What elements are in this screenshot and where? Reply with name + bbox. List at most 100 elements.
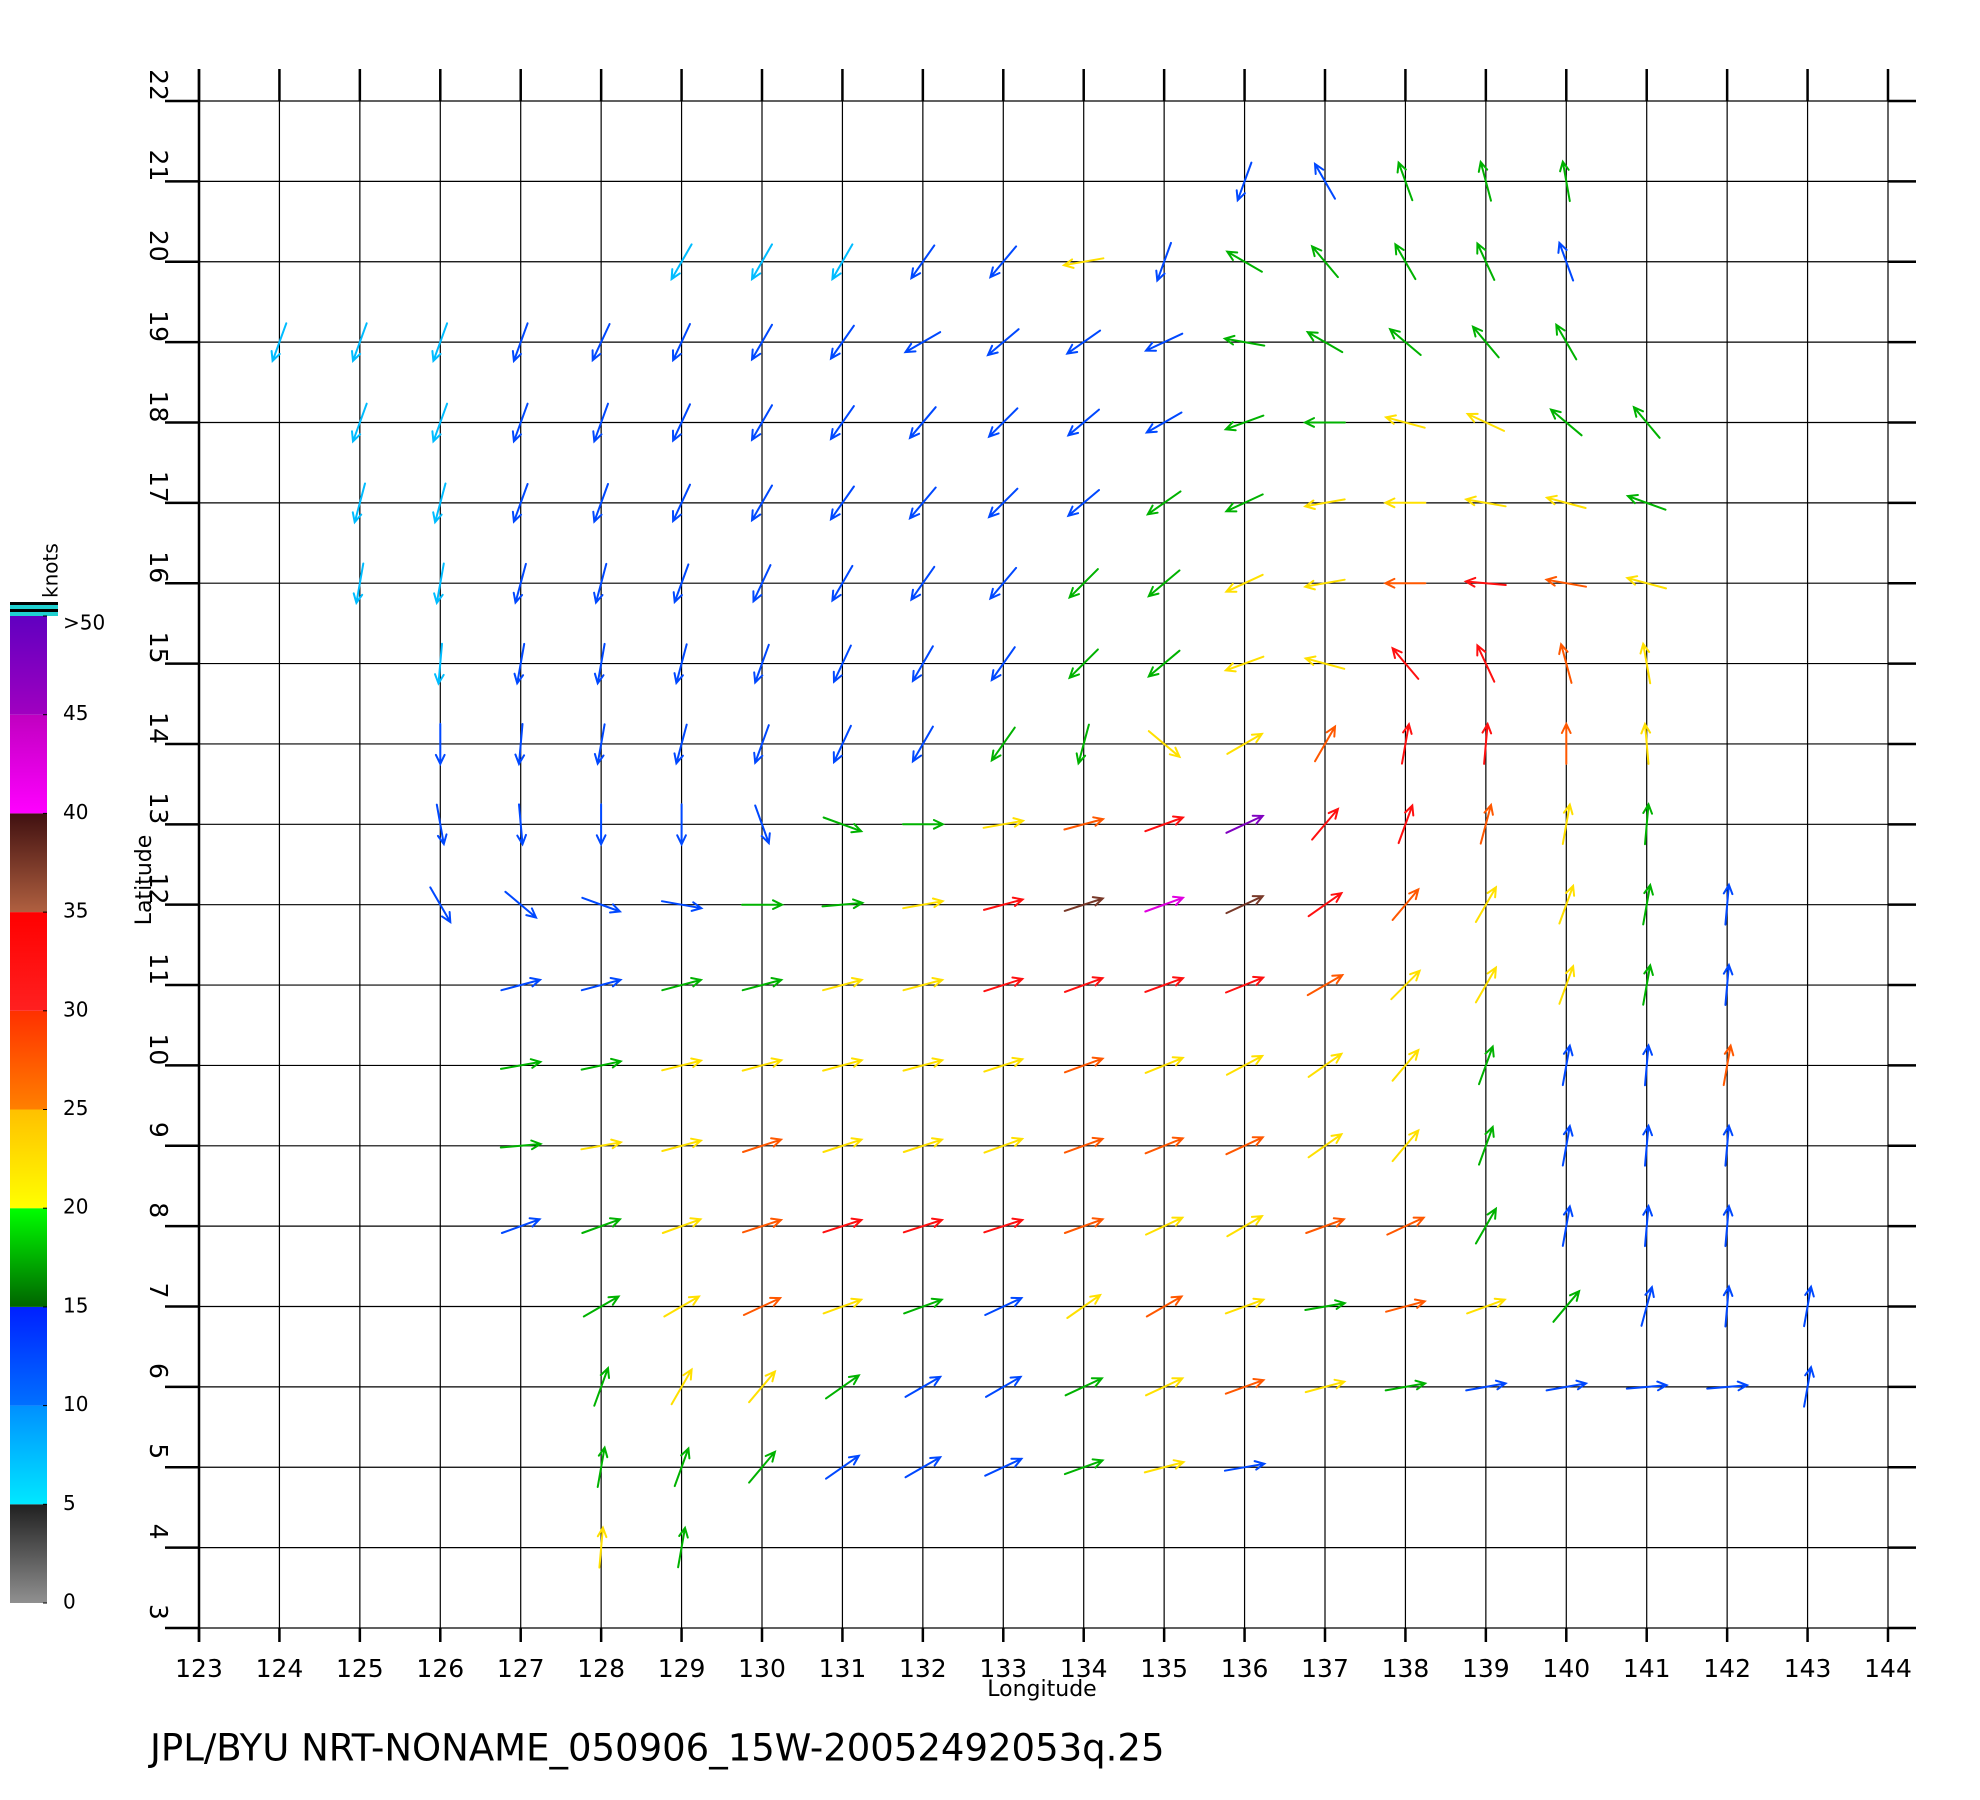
wind-arrow xyxy=(1226,1215,1264,1238)
wind-arrow xyxy=(1235,161,1253,203)
x-tick-label: 140 xyxy=(1542,1654,1590,1683)
wind-arrow xyxy=(670,243,693,282)
wind-arrow xyxy=(270,322,288,364)
wind-arrow xyxy=(741,1057,784,1072)
wind-arrow xyxy=(1559,159,1571,203)
y-tick-label: 6 xyxy=(144,1363,173,1379)
wind-arrow xyxy=(903,331,942,354)
wind-arrow xyxy=(1223,1460,1267,1472)
x-tick-label: 126 xyxy=(416,1654,464,1683)
wind-arrow xyxy=(1388,327,1422,356)
wind-arrow xyxy=(1303,578,1346,591)
wind-arrow xyxy=(1625,575,1667,590)
wind-arrow xyxy=(1391,887,1420,921)
wind-arrow xyxy=(822,1297,864,1315)
wind-arrow xyxy=(1066,1293,1102,1319)
wind-arrow xyxy=(1474,1206,1498,1245)
colorbar-tick-label: 0 xyxy=(63,1590,76,1614)
grid: 123 124 125 126 127 128 129 130 131 132 133 134 135 1… xyxy=(144,69,1916,1683)
colorbar-segment xyxy=(10,1208,47,1307)
colorbar-label: knots xyxy=(39,543,63,598)
wind-arrow xyxy=(511,483,529,524)
colorbar-cap xyxy=(10,609,58,612)
wind-arrow xyxy=(987,487,1019,519)
wind-arrow xyxy=(1225,250,1263,273)
wind-arrow xyxy=(661,1057,704,1072)
y-tick-label: 8 xyxy=(144,1202,173,1218)
wind-arrow xyxy=(1394,242,1417,281)
wind-arrow xyxy=(1706,1380,1750,1392)
wind-arrow xyxy=(1225,895,1265,915)
wind-arrow xyxy=(1224,573,1264,593)
wind-arrow xyxy=(1063,1136,1105,1154)
colorbar-segment xyxy=(10,912,47,1011)
wind-arrow xyxy=(1310,244,1339,279)
wind-arrow xyxy=(580,1057,623,1071)
wind-arrow xyxy=(902,897,945,910)
wind-arrow xyxy=(516,803,527,847)
wind-arrow xyxy=(983,1136,1025,1154)
wind-arrow xyxy=(748,1369,777,1404)
x-tick-label: 133 xyxy=(979,1654,1027,1683)
wind-arrow xyxy=(511,322,529,364)
y-tick-label: 7 xyxy=(144,1283,173,1299)
wind-arrow xyxy=(1397,803,1415,845)
wind-arrow xyxy=(592,483,609,524)
wind-arrow xyxy=(1225,1054,1265,1076)
wind-arrow xyxy=(1722,882,1734,926)
wind-arrow xyxy=(1391,1048,1420,1082)
colorbar-segment xyxy=(10,1405,47,1505)
wind-arrow xyxy=(1561,1043,1574,1087)
wind-arrow xyxy=(504,890,538,919)
wind-arrow xyxy=(748,1450,777,1484)
wind-arrow xyxy=(593,642,606,686)
x-tick-label: 137 xyxy=(1301,1654,1349,1683)
wind-arrow xyxy=(1063,816,1106,831)
wind-arrow xyxy=(500,1058,543,1070)
wind-arrow xyxy=(742,1296,783,1316)
wind-arrow xyxy=(1143,1459,1186,1474)
wind-arrow xyxy=(1147,730,1182,759)
wind-arrow xyxy=(433,562,445,606)
wind-arrow xyxy=(672,323,691,363)
wind-arrow xyxy=(822,977,864,992)
wind-arrow xyxy=(1226,732,1264,755)
wind-arrow xyxy=(1383,497,1427,509)
wind-arrow xyxy=(1474,965,1498,1004)
wind-arrow xyxy=(581,896,623,914)
wind-arrow xyxy=(754,804,771,846)
wind-arrow xyxy=(1067,568,1099,600)
wind-arrow xyxy=(661,977,704,992)
wind-arrow xyxy=(1386,1216,1426,1236)
wind-arrow xyxy=(434,722,446,767)
y-tick-label: 20 xyxy=(144,230,173,262)
wind-arrow xyxy=(431,402,449,444)
wind-arrow xyxy=(1145,490,1182,516)
wind-arrow xyxy=(911,725,934,764)
wind-arrow xyxy=(832,724,852,765)
wind-arrow xyxy=(673,643,688,686)
wind-arrow xyxy=(663,1295,701,1318)
x-tick-label: 134 xyxy=(1060,1654,1108,1683)
wind-arrow xyxy=(832,644,852,684)
wind-arrow xyxy=(1465,1379,1508,1392)
colorbar: 0 5 10 15 20 25 30 35 40 45 >50 xyxy=(10,602,105,1614)
wind-arrow xyxy=(1466,1297,1507,1315)
wind-arrow xyxy=(1722,962,1734,1006)
wind-arrow xyxy=(1632,405,1661,439)
colorbar-segment xyxy=(10,714,47,814)
wind-arrow xyxy=(1474,885,1498,923)
wind-arrow xyxy=(1385,1298,1427,1313)
wind-arrow xyxy=(1625,1380,1669,1392)
colorbar-segment xyxy=(10,616,47,715)
wind-arrow xyxy=(429,886,452,924)
wind-arrow xyxy=(500,1217,542,1234)
wind-arrow xyxy=(582,1295,621,1318)
wind-arrow xyxy=(984,1457,1024,1477)
wind-arrow xyxy=(1481,721,1493,765)
wind-arrow xyxy=(1463,576,1507,588)
wind-arrow xyxy=(1307,1052,1344,1078)
wind-arrow xyxy=(1722,1043,1735,1087)
wind-arrow xyxy=(1463,495,1507,508)
wind-arrow xyxy=(904,1456,943,1479)
